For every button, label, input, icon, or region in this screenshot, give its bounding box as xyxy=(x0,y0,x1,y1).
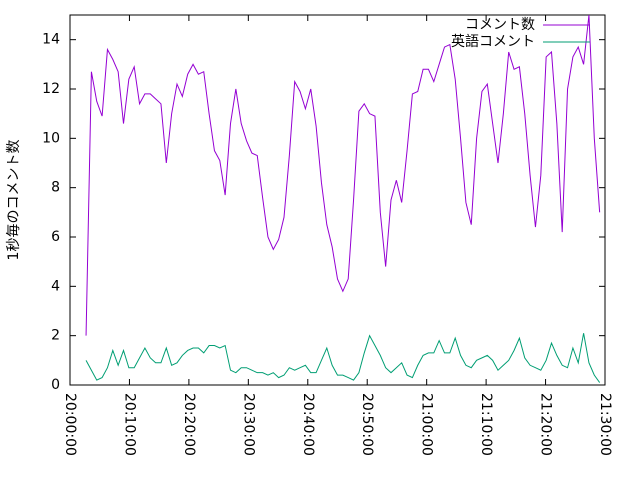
series-line xyxy=(85,333,601,383)
x-tick-label: 21:00:00 xyxy=(419,393,435,456)
x-tick-label: 20:40:00 xyxy=(300,393,316,456)
plot-border xyxy=(69,14,606,386)
x-tick-label: 20:20:00 xyxy=(181,393,197,456)
y-tick-label: 2 xyxy=(51,328,60,344)
x-tick-label: 20:30:00 xyxy=(240,393,256,456)
x-tick-label: 20:00:00 xyxy=(62,393,78,456)
x-tick-label: 20:10:00 xyxy=(121,393,137,456)
series-line xyxy=(85,14,601,336)
y-tick-label: 14 xyxy=(42,32,60,48)
y-tick-label: 4 xyxy=(51,278,60,294)
y-tick-label: 0 xyxy=(51,377,60,393)
y-tick-label: 12 xyxy=(42,81,60,97)
y-tick-label: 6 xyxy=(51,229,60,245)
legend-label: コメント数 xyxy=(465,17,535,33)
y-axis-label: 1秒毎のコメント数 xyxy=(6,140,22,261)
x-tick-label: 21:10:00 xyxy=(478,393,494,456)
y-tick-label: 8 xyxy=(51,180,60,196)
y-tick-label: 10 xyxy=(42,130,60,146)
legend-label: 英語コメント xyxy=(451,33,535,50)
x-tick-label: 21:20:00 xyxy=(538,393,554,456)
x-tick-label: 21:30:00 xyxy=(597,393,613,456)
x-tick-label: 20:50:00 xyxy=(359,393,375,456)
